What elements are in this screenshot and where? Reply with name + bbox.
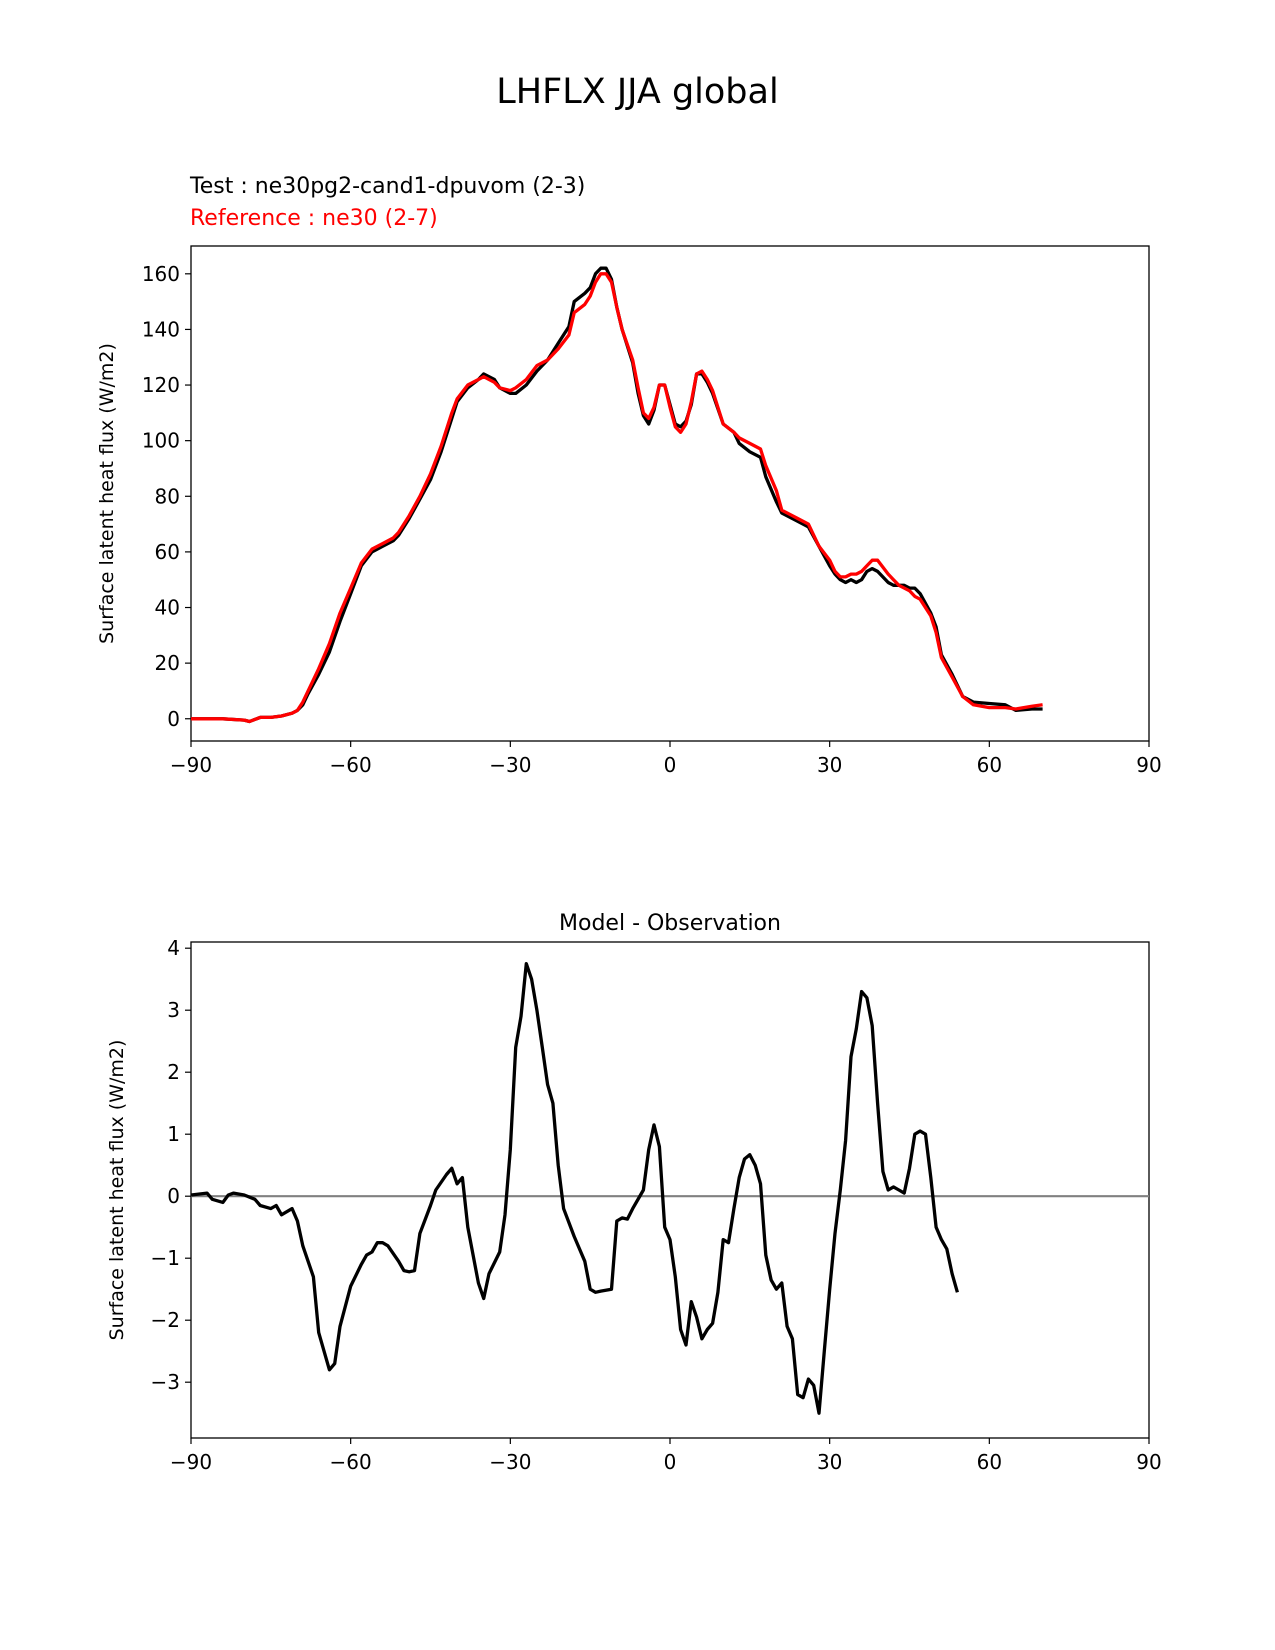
y-tick-label: −3 bbox=[151, 1370, 180, 1394]
x-tick-label: 90 bbox=[1136, 1450, 1161, 1474]
y-tick-label: 1 bbox=[167, 1122, 180, 1146]
y-tick-label: −1 bbox=[151, 1246, 180, 1270]
x-tick-label: −60 bbox=[330, 753, 372, 777]
x-tick-label: −30 bbox=[489, 1450, 531, 1474]
y-tick-label: 4 bbox=[167, 936, 180, 960]
x-tick-label: 0 bbox=[664, 1450, 677, 1474]
series-line-secondary bbox=[191, 272, 1043, 724]
x-tick-label: 90 bbox=[1136, 753, 1161, 777]
y-tick-label: 60 bbox=[155, 540, 180, 564]
x-tick-label: 30 bbox=[817, 753, 842, 777]
y-tick-label: 100 bbox=[142, 429, 180, 453]
reference-label: Reference : ne30 (2-7) bbox=[190, 206, 438, 231]
y-tick-label: 80 bbox=[155, 484, 180, 508]
y-tick-label: 140 bbox=[142, 317, 180, 341]
y-axis-label: Surface latent heat flux (W/m2) bbox=[106, 1040, 128, 1341]
bottom-chart: −90 −60 −30 0 30 60 90 −3 −2 −1 0 1 2 3 4 Surface laten… bbox=[106, 911, 1162, 1474]
y-tick-label: 3 bbox=[167, 998, 180, 1022]
subplot-title: Model - Observation bbox=[559, 911, 781, 936]
y-tick-label: 160 bbox=[142, 262, 180, 286]
x-tick-label: −60 bbox=[330, 1450, 372, 1474]
series-line-primary bbox=[191, 266, 1043, 724]
x-tick-label: 60 bbox=[977, 753, 1002, 777]
test-label: Test : ne30pg2-cand1-dpuvom (2-3) bbox=[190, 174, 586, 199]
x-tick-label: −30 bbox=[489, 753, 531, 777]
x-tick-label: 60 bbox=[977, 1450, 1002, 1474]
x-tick-label: 30 bbox=[817, 1450, 842, 1474]
y-tick-label: −2 bbox=[151, 1308, 180, 1332]
plot-area-frame bbox=[190, 245, 1150, 742]
x-tick-label: 0 bbox=[664, 753, 677, 777]
x-tick-label: −90 bbox=[170, 1450, 212, 1474]
x-tick-label: −90 bbox=[170, 753, 212, 777]
y-tick-label: 0 bbox=[167, 707, 180, 731]
figure-title: LHFLX JJA global bbox=[496, 72, 779, 112]
top-chart: −90 −60 −30 0 30 60 90 0 20 40 60 80 100 120 140 160 Sur… bbox=[96, 245, 1162, 777]
y-tick-label: 0 bbox=[167, 1184, 180, 1208]
y-tick-label: 2 bbox=[167, 1060, 180, 1084]
y-axis-label: Surface latent heat flux (W/m2) bbox=[96, 343, 118, 644]
y-tick-label: 20 bbox=[155, 651, 180, 675]
y-tick-label: 40 bbox=[155, 596, 180, 620]
y-tick-label: 120 bbox=[142, 373, 180, 397]
series-line-primary bbox=[191, 962, 959, 1415]
